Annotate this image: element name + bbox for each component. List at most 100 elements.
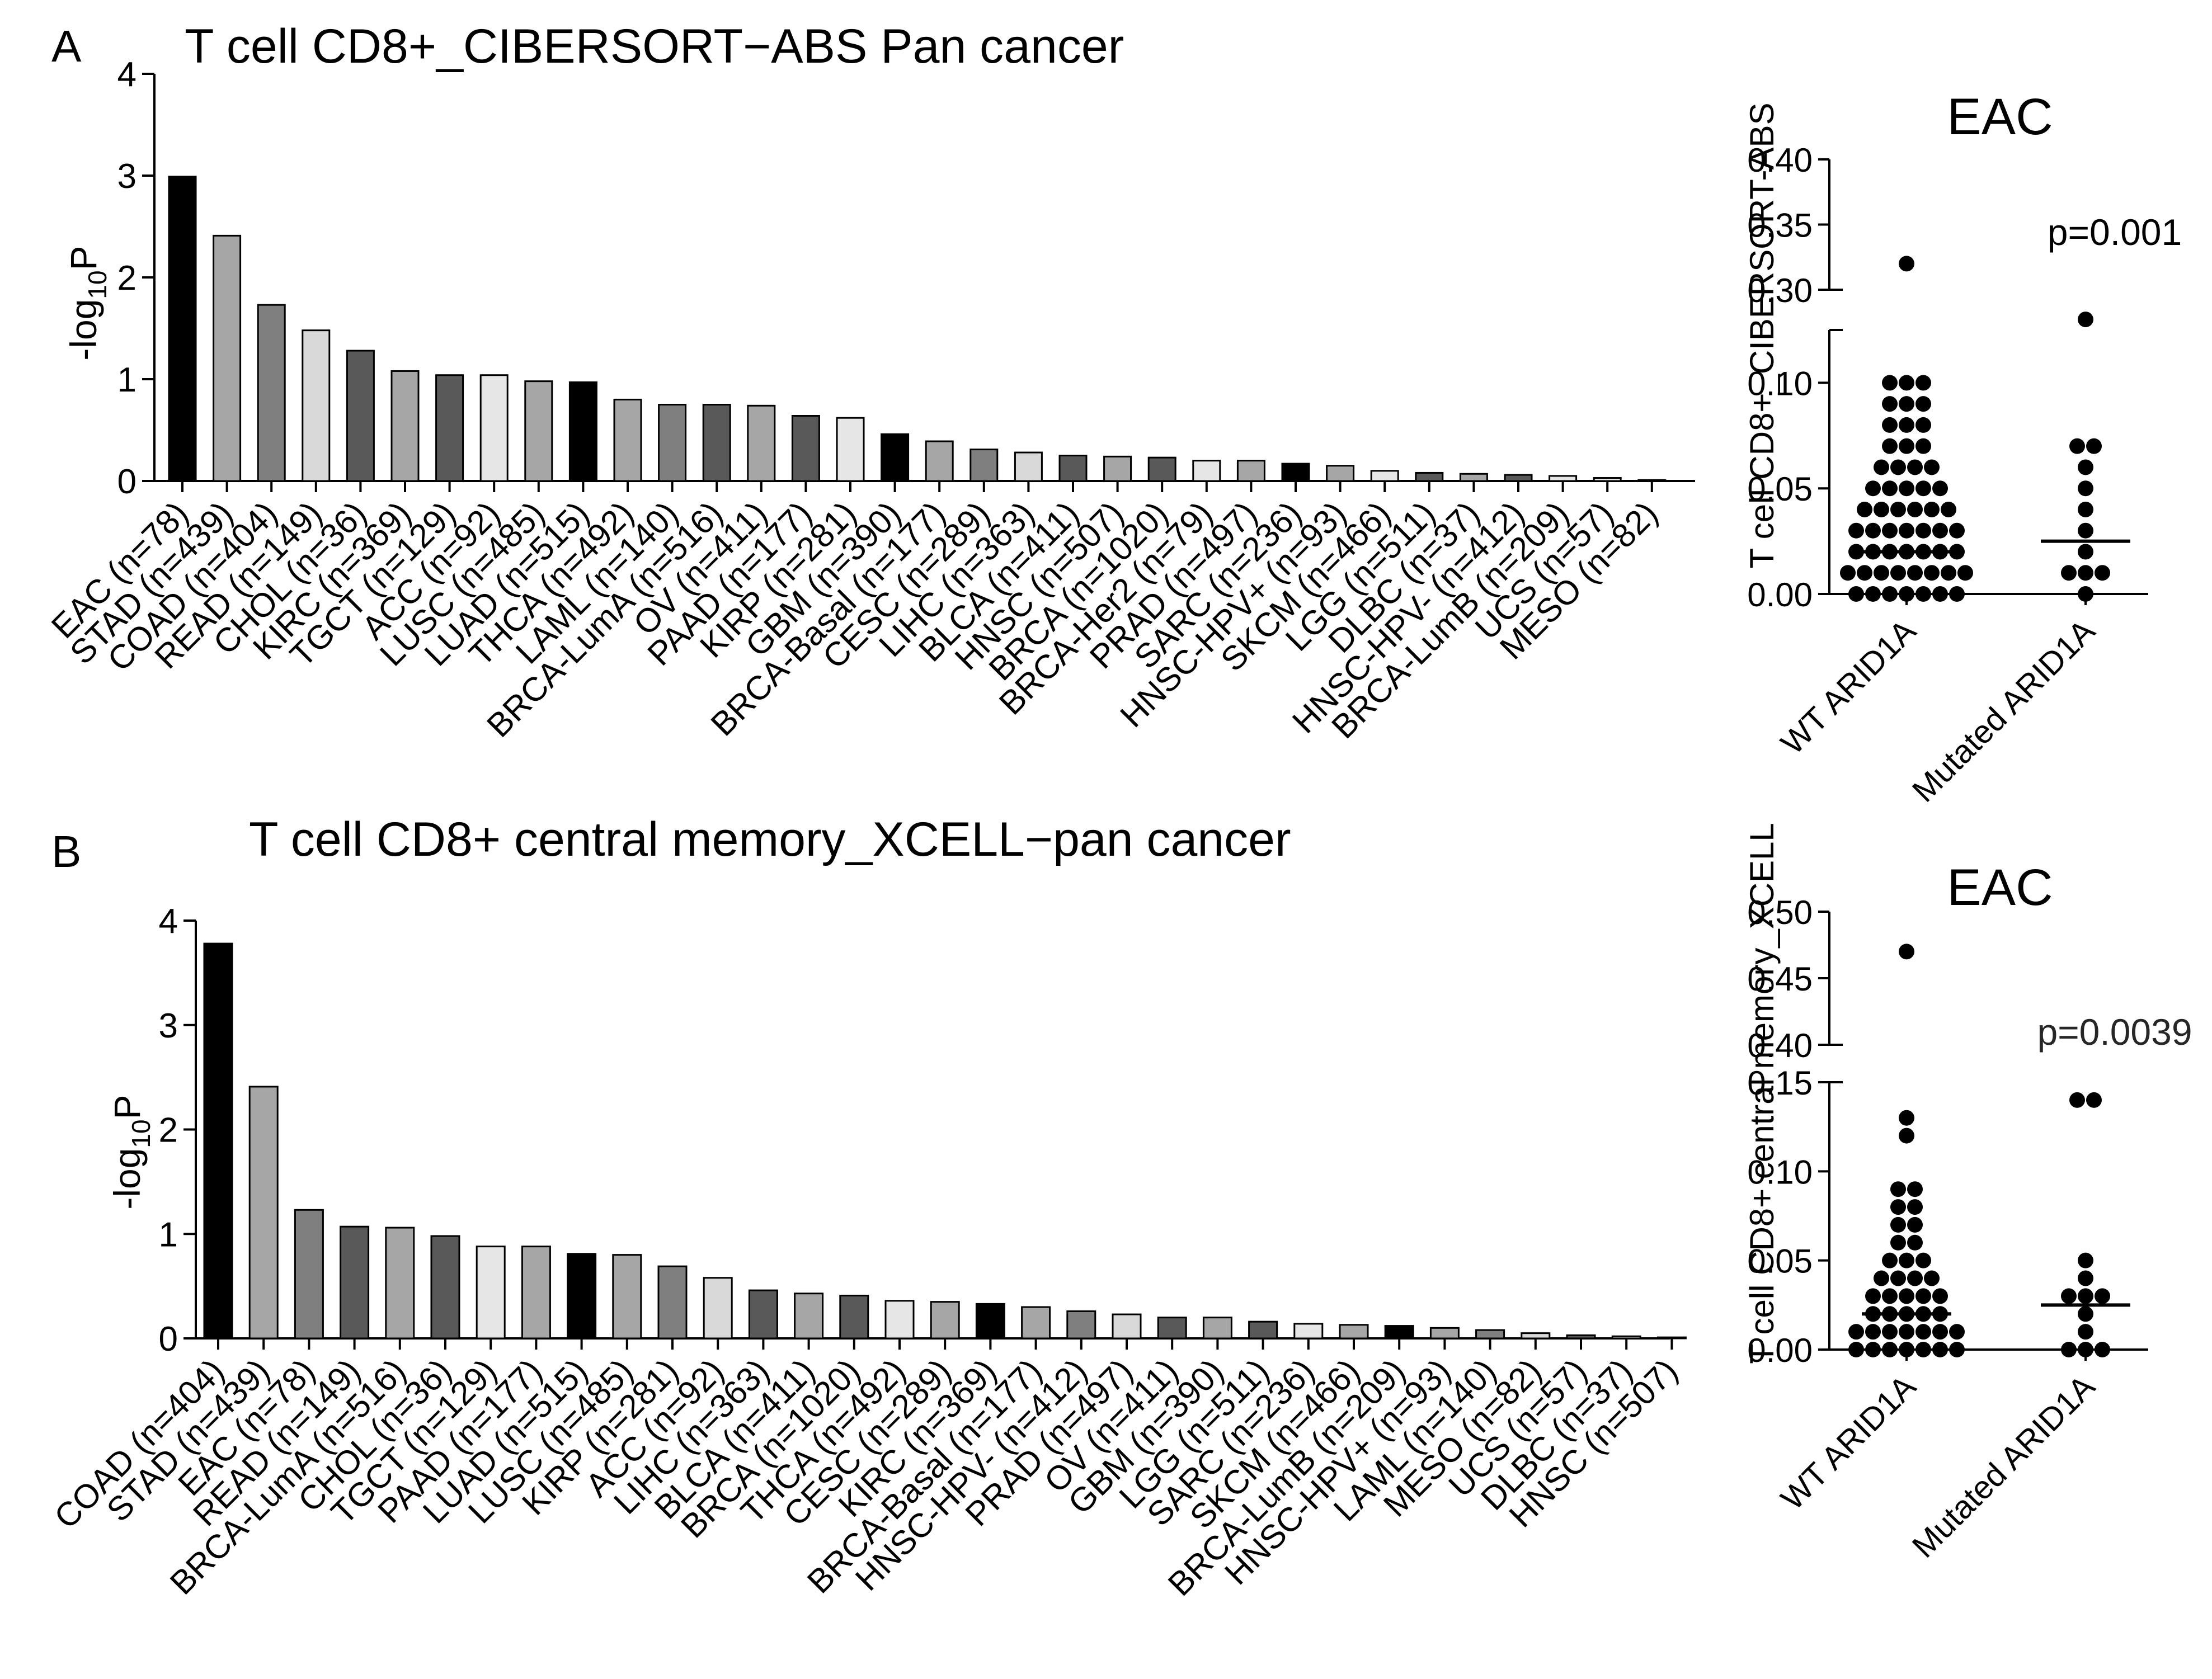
bar: [203, 942, 233, 1340]
data-point: [1949, 586, 1965, 602]
data-point: [2095, 565, 2110, 581]
data-point: [1949, 1342, 1965, 1357]
data-point: [1916, 1252, 1931, 1268]
y-tick-label: 0.15: [1747, 1064, 1813, 1102]
data-point: [1882, 396, 1898, 412]
y-tick-label: 0.30: [1747, 272, 1813, 309]
bar: [302, 329, 331, 482]
data-point: [1874, 565, 1889, 581]
y-tick-label: 0: [117, 463, 137, 501]
bar: [657, 1265, 688, 1340]
data-point: [1882, 1342, 1898, 1357]
data-point: [2069, 1092, 2085, 1108]
data-point: [1882, 438, 1898, 454]
data-point: [1899, 1110, 1914, 1126]
data-point: [1874, 501, 1889, 517]
data-point: [1890, 1216, 1906, 1233]
bar: [836, 417, 865, 482]
bar: [612, 1254, 642, 1340]
data-point: [2078, 1324, 2093, 1340]
data-point: [2095, 1288, 2110, 1304]
data-point: [1899, 1324, 1914, 1340]
data-point: [1848, 522, 1864, 539]
bar: [524, 380, 553, 482]
y-tick-label: 0.00: [1747, 576, 1813, 614]
bar: [1281, 463, 1310, 482]
bar: [521, 1246, 551, 1340]
bar: [1014, 451, 1043, 482]
data-point: [1932, 480, 1948, 497]
bar: [479, 374, 509, 482]
scatter-b-ylabel: T cell CD8+ central memory_XCELL: [1743, 823, 1781, 1364]
data-point: [2078, 522, 2093, 539]
bar: [1566, 1334, 1596, 1340]
scatter-a-title: EAC: [1947, 88, 2053, 145]
panel-label-a: A: [51, 21, 82, 71]
data-point: [2078, 1270, 2093, 1286]
y-tick-label: 0.50: [1747, 894, 1813, 931]
data-point: [1924, 565, 1940, 581]
bar: [567, 1253, 597, 1340]
bar: [975, 1303, 1005, 1340]
data-point: [1865, 522, 1881, 539]
data-point: [1890, 1234, 1906, 1251]
data-point: [2078, 1288, 2093, 1304]
data-point: [1848, 544, 1864, 560]
bar: [1429, 1327, 1460, 1340]
data-point: [1907, 501, 1923, 517]
bar: [1504, 474, 1533, 482]
data-point: [1916, 1324, 1931, 1340]
bar: [1236, 460, 1265, 482]
data-point: [2078, 544, 2093, 560]
data-point: [1882, 586, 1898, 602]
y-tick-label: 0.10: [1747, 1153, 1813, 1191]
bar: [748, 1289, 778, 1340]
data-point: [1890, 501, 1906, 517]
data-point: [2061, 1288, 2077, 1304]
bar-chart-b: T cell CD8+ central memory_XCELL−pan can…: [47, 813, 1687, 1603]
bar: [658, 404, 687, 482]
panel-label-b: B: [51, 827, 81, 876]
bar: [430, 1235, 460, 1340]
data-point: [1899, 944, 1914, 960]
data-point: [1916, 480, 1931, 497]
y-tick-label: 0.05: [1747, 1243, 1813, 1280]
data-point: [1932, 522, 1948, 539]
data-point: [1932, 1342, 1948, 1357]
chart-a-title: T cell CD8+_CIBERSORT−ABS Pan cancer: [185, 20, 1124, 73]
data-point: [1848, 1342, 1864, 1357]
data-point: [1890, 1181, 1906, 1197]
bar: [1611, 1335, 1641, 1340]
scatter-a-ylabel: T cell CD8+_CIBERSORT-ABS: [1743, 102, 1781, 568]
data-point: [1916, 1288, 1931, 1304]
bar: [1326, 465, 1355, 482]
data-point: [2095, 1342, 2110, 1357]
data-point: [1865, 480, 1881, 497]
data-point: [1874, 1270, 1889, 1286]
data-point: [1882, 1252, 1898, 1268]
bar: [1103, 455, 1132, 482]
data-point: [1840, 565, 1856, 581]
data-point: [1865, 586, 1881, 602]
data-point: [1907, 1270, 1923, 1286]
data-point: [1916, 522, 1931, 539]
y-tick-label: 3: [117, 157, 137, 196]
bar: [1192, 460, 1221, 482]
data-point: [1899, 438, 1914, 454]
data-point: [1907, 565, 1923, 581]
data-point: [1932, 1288, 1948, 1304]
y-tick-label: 3: [159, 1007, 178, 1045]
y-tick-label: 0.40: [1747, 142, 1813, 179]
bar: [1593, 477, 1622, 482]
y-tick-label: 0.00: [1747, 1332, 1813, 1369]
data-point: [2061, 1342, 2077, 1357]
data-point: [1848, 586, 1864, 602]
bar: [930, 1301, 960, 1340]
bar: [1656, 1336, 1687, 1340]
data-point: [1882, 480, 1898, 497]
data-point: [1907, 1199, 1923, 1215]
bar: [839, 1294, 869, 1340]
data-point: [2078, 1342, 2093, 1357]
data-point: [2078, 480, 2093, 497]
